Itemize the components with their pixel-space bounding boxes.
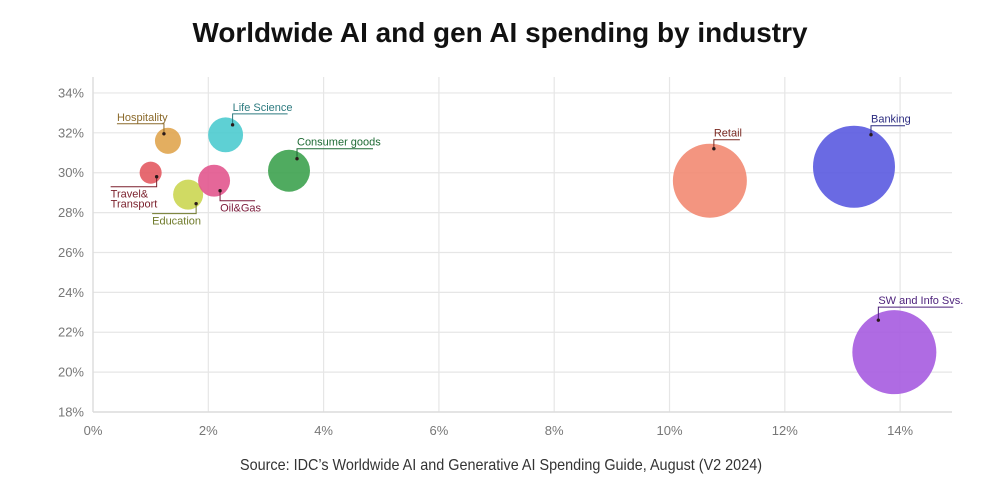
annotation-leader-line <box>870 125 905 135</box>
bubble <box>268 149 311 192</box>
x-tick-label: 0% <box>84 423 103 438</box>
y-tick-label: 20% <box>58 365 84 380</box>
bubble-label: Hospitality <box>117 112 168 124</box>
annotation-leader-line <box>713 139 740 149</box>
grid <box>93 77 952 412</box>
y-tick-label: 24% <box>58 285 84 300</box>
bubble-annotation: Life Science <box>230 102 293 127</box>
bubble-point <box>852 310 937 395</box>
y-tick-label: 26% <box>58 245 84 260</box>
annotation-leader-line <box>219 190 256 202</box>
y-tick-label: 28% <box>58 205 84 220</box>
bubble-point <box>208 117 244 153</box>
bubble-annotation: Consumer goods <box>295 137 381 161</box>
bubble-point <box>812 125 895 208</box>
annotation-leader-line <box>877 306 954 321</box>
bubble-annotation: Oil&Gas <box>218 188 262 215</box>
annotations: Travel&Transport Hospitality Education Oil&… <box>110 102 963 322</box>
annotation-leader-line <box>152 203 197 215</box>
annotation-leader-line <box>116 123 165 134</box>
annotation-dot <box>712 146 716 151</box>
annotation-dot <box>218 188 222 193</box>
x-tick-label: 12% <box>772 423 798 438</box>
bubble-point <box>672 143 747 218</box>
bubble-point <box>154 127 181 154</box>
annotation-leader-line <box>296 148 374 159</box>
annotation-dot <box>194 201 198 206</box>
bubble <box>852 310 937 395</box>
x-tick-label: 8% <box>545 423 564 438</box>
annotation-dot <box>154 175 159 179</box>
y-tick-label: 30% <box>58 165 84 180</box>
y-tick-label: 34% <box>58 85 84 100</box>
bubble-annotation: Education <box>152 201 201 228</box>
annotation-dot <box>295 157 299 161</box>
annotation-dot <box>162 132 166 136</box>
bubble <box>139 161 162 184</box>
bubble-label: Transport <box>111 199 158 211</box>
bubble-label: Retail <box>714 128 742 140</box>
axes <box>92 77 952 413</box>
bubble <box>672 143 747 218</box>
bubble-label: Life Science <box>233 102 293 114</box>
chart-title: Worldwide AI and gen AI spending by indu… <box>193 17 808 48</box>
bubble-label: Oil&Gas <box>220 203 261 215</box>
x-tick-label: 4% <box>314 423 333 438</box>
bubble-annotation: Retail <box>712 128 742 151</box>
annotation-dot <box>876 318 881 322</box>
bubble-annotation: Travel&Transport <box>110 175 159 211</box>
annotation-leader-line <box>232 113 288 125</box>
bubbles <box>139 117 937 395</box>
annotation-dot <box>869 133 873 137</box>
annotation-dot <box>230 123 235 127</box>
bubble-point <box>268 149 311 192</box>
bubble-annotation: Hospitality <box>116 112 168 136</box>
bubble-point <box>139 161 162 184</box>
x-tick-label: 14% <box>887 423 913 438</box>
bubble <box>154 127 181 154</box>
annotation-leader-line <box>110 176 158 188</box>
bubble-label: Banking <box>871 114 911 126</box>
x-tick-label: 6% <box>430 423 449 438</box>
y-tick-label: 32% <box>58 125 84 140</box>
bubble-label: SW and Info Svs. <box>878 295 963 307</box>
bubble-annotation: Banking <box>869 114 911 137</box>
chart-source: Source: IDC’s Worldwide AI and Generativ… <box>240 457 762 474</box>
bubble <box>812 125 895 208</box>
bubble-point <box>198 164 231 197</box>
bubble-annotation: SW and Info Svs. <box>876 295 963 322</box>
tick-labels: 18% 20% 22% 24% 26% 28% 30% 32% 34% 0% 2% 4% 6% 8% 10%… <box>58 85 914 438</box>
bubble <box>208 117 244 153</box>
bubble-label: Consumer goods <box>297 137 381 149</box>
y-tick-label: 18% <box>58 405 84 420</box>
x-tick-label: 2% <box>199 423 218 438</box>
x-tick-label: 10% <box>656 423 682 438</box>
bubble <box>198 164 231 197</box>
bubble-label: Travel& <box>111 189 149 201</box>
bubble-label: Education <box>152 216 201 228</box>
y-tick-label: 22% <box>58 325 84 340</box>
